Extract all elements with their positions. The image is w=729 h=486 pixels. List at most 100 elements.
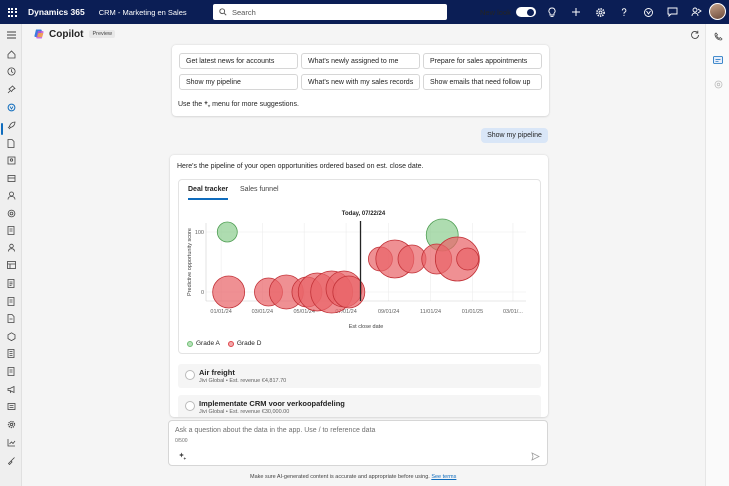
bubble-point — [456, 247, 480, 271]
ai-disclaimer: Make sure AI-generated content is accura… — [250, 474, 456, 480]
opportunity-revenue: Est. revenue €4,817.70 — [229, 378, 287, 384]
copilot-nav-icon[interactable] — [4, 100, 18, 114]
pipeline-card: Deal tracker Sales funnel 100 0 01/01/24 03… — [178, 179, 541, 354]
table-icon[interactable] — [4, 258, 18, 272]
plus-icon[interactable] — [564, 0, 588, 24]
report-icon[interactable] — [4, 223, 18, 237]
hamburger-icon[interactable] — [4, 28, 18, 42]
product-icon[interactable] — [4, 329, 18, 343]
x-tick-label: 03/01/... — [503, 309, 523, 315]
search-icon — [219, 8, 227, 16]
team-icon[interactable] — [4, 240, 18, 254]
left-navigation: S — [0, 24, 22, 486]
right-rail — [705, 24, 729, 486]
opportunity-item[interactable]: Air freight Jivi Global • Est. revenue €… — [178, 364, 541, 388]
quote-icon[interactable] — [4, 311, 18, 325]
order-icon[interactable] — [4, 294, 18, 308]
legend-swatch — [187, 340, 193, 347]
invoice-icon[interactable] — [4, 276, 18, 290]
copilot-icon[interactable] — [636, 0, 660, 24]
help-icon[interactable] — [612, 0, 636, 24]
opportunity-icon — [185, 370, 195, 380]
suggestion-chip[interactable]: Get latest news for accounts — [179, 53, 298, 69]
opportunity-meta: Jivi Global • Est. revenue €4,817.70 — [199, 378, 287, 384]
legend-swatch — [227, 340, 234, 347]
opportunity-account: Jivi Global — [199, 378, 225, 384]
recent-icon[interactable] — [4, 64, 18, 78]
suggestion-chip[interactable]: Show emails that need follow up — [423, 74, 542, 90]
legend-item-grade-d[interactable]: Grade D — [227, 340, 261, 347]
rocket-icon[interactable] — [4, 118, 18, 132]
x-axis-title: Est close date — [349, 324, 384, 330]
x-tick-label: 09/01/24 — [378, 309, 399, 315]
gear-icon[interactable] — [588, 0, 612, 24]
user-avatar[interactable] — [709, 3, 726, 20]
tools-icon[interactable] — [4, 453, 18, 467]
app-launcher-button[interactable] — [0, 0, 24, 24]
global-search[interactable]: Search — [213, 4, 447, 20]
contacts-icon[interactable] — [4, 153, 18, 167]
analytics-icon[interactable] — [4, 435, 18, 449]
chart-legend: Grade A Grade D — [187, 340, 269, 347]
phone-icon[interactable] — [711, 29, 725, 43]
send-icon[interactable] — [531, 452, 540, 463]
new-look: New look — [480, 0, 536, 24]
opportunity-name: Implementate CRM voor verkoopafdeling — [199, 399, 345, 408]
settings-icon[interactable] — [4, 417, 18, 431]
opportunity-account: Jivi Global — [199, 409, 225, 415]
x-tick-label: 03/01/24 — [252, 309, 273, 315]
archive-icon[interactable] — [4, 171, 18, 185]
opportunity-item[interactable]: Implementate CRM voor verkoopafdeling Ji… — [178, 395, 541, 417]
person-icon[interactable] — [4, 188, 18, 202]
lightbulb-icon[interactable] — [540, 0, 564, 24]
see-terms-link[interactable]: See terms — [431, 474, 457, 480]
suggestion-chip[interactable]: What's new with my sales records — [301, 74, 420, 90]
refresh-icon[interactable] — [690, 30, 700, 42]
character-count: 0/500 — [175, 438, 188, 444]
new-look-toggle[interactable] — [515, 7, 536, 17]
target-icon[interactable] — [4, 206, 18, 220]
megaphone-icon[interactable] — [4, 382, 18, 396]
new-look-label: New look — [480, 7, 511, 17]
today-label: Today, 07/22/24 — [342, 211, 386, 217]
list-icon[interactable] — [4, 399, 18, 413]
pricelist-icon[interactable] — [4, 346, 18, 360]
suggestions-hint: Use the menu for more suggestions. — [178, 100, 299, 108]
legend-item-grade-a[interactable]: Grade A — [187, 340, 220, 347]
suggestion-chip[interactable]: What's newly assigned to me — [301, 53, 420, 69]
user-message: Show my pipeline — [481, 128, 548, 143]
prompt-guide-icon[interactable] — [178, 452, 187, 463]
app-name[interactable]: CRM - Marketing en Sales — [98, 7, 187, 17]
sales-doc-icon[interactable] — [4, 364, 18, 378]
brand-name[interactable]: Dynamics 365 — [28, 7, 85, 17]
pin-icon[interactable] — [4, 82, 18, 96]
waffle-icon — [7, 7, 17, 17]
legend-label: Grade A — [196, 340, 220, 347]
y-tick-label: 100 — [195, 230, 204, 236]
response-text: Here's the pipeline of your open opportu… — [177, 163, 424, 170]
chat-composer[interactable]: Ask a question about the data in the app… — [168, 420, 548, 466]
home-icon[interactable] — [4, 47, 18, 61]
suggestion-chip[interactable]: Show my pipeline — [179, 74, 298, 90]
opportunity-icon — [185, 401, 195, 411]
remote-assist-icon[interactable] — [684, 0, 708, 24]
document-icon[interactable] — [4, 136, 18, 150]
search-placeholder: Search — [232, 7, 256, 17]
copilot-rail-icon[interactable] — [711, 53, 725, 67]
tab-sales-funnel[interactable]: Sales funnel — [240, 186, 279, 193]
opportunity-name: Air freight — [199, 368, 235, 377]
chat-icon[interactable] — [660, 0, 684, 24]
bubble-point — [212, 275, 246, 309]
y-tick-label: 0 — [201, 290, 204, 296]
composer-placeholder: Ask a question about the data in the app… — [175, 427, 376, 434]
opportunity-revenue: Est. revenue €30,000.00 — [229, 409, 290, 415]
nav-active-indicator — [1, 123, 3, 135]
assistant-icon[interactable] — [711, 77, 725, 91]
x-tick-label: 05/01/24 — [293, 309, 314, 315]
opportunity-meta: Jivi Global • Est. revenue €30,000.00 — [199, 409, 290, 415]
tab-deal-tracker[interactable]: Deal tracker — [188, 186, 229, 200]
top-bar-icons — [540, 0, 708, 24]
copilot-title: Copilot — [49, 28, 84, 40]
suggestion-chip[interactable]: Prepare for sales appointments — [423, 53, 542, 69]
preview-badge: Preview — [89, 30, 115, 38]
